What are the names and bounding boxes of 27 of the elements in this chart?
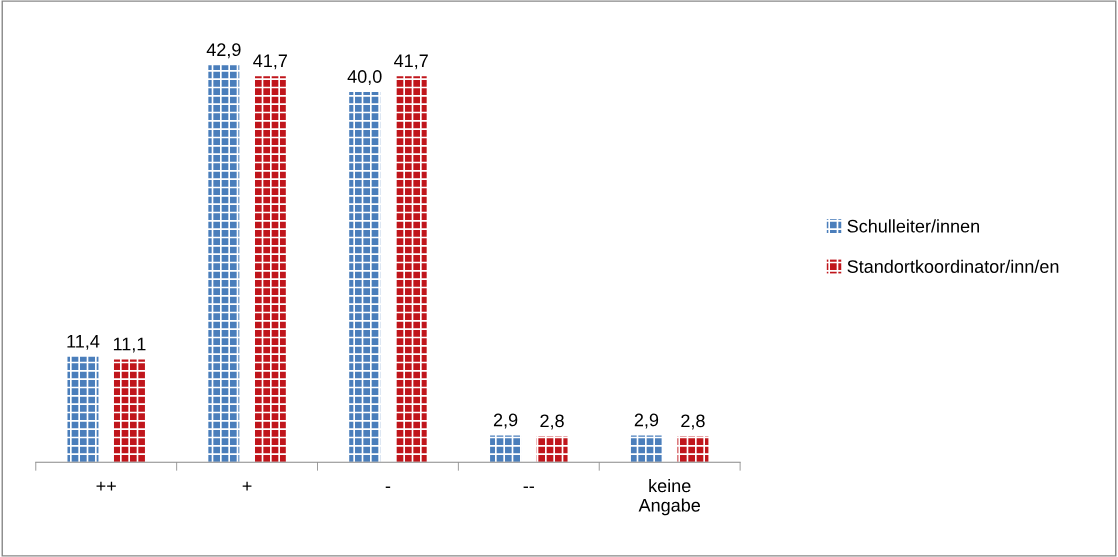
bar: [630, 435, 662, 463]
data-label: 42,9: [206, 43, 241, 59]
data-label: 2,8: [540, 414, 564, 430]
data-label: 11,1: [113, 337, 146, 353]
bar: [113, 359, 145, 463]
x-tick-label: --: [523, 486, 535, 488]
legend-label: Standortkoordinator/inn/en: [847, 259, 1059, 273]
x-tick-label: +: [242, 481, 252, 491]
data-label: 2,9: [634, 413, 659, 429]
data-label: 40,0: [347, 70, 382, 86]
bar: [490, 435, 522, 463]
bar: [677, 436, 709, 463]
bar: [208, 65, 240, 463]
data-label: 2,9: [493, 413, 518, 429]
x-tick-label: ++: [96, 481, 116, 491]
data-label: 41,7: [253, 54, 287, 70]
x-tick-label: keine Angabe: [638, 478, 701, 516]
bar: [536, 436, 568, 463]
bar: [349, 92, 381, 463]
data-label: 2,8: [681, 414, 705, 430]
data-label: 41,7: [394, 54, 428, 70]
bar: [254, 76, 286, 463]
legend-label: Schulleiter/innen: [847, 219, 979, 233]
x-tick-label: -: [385, 486, 391, 488]
bar: [67, 356, 99, 463]
data-label: 11,4: [67, 335, 100, 350]
bar: [395, 76, 427, 463]
